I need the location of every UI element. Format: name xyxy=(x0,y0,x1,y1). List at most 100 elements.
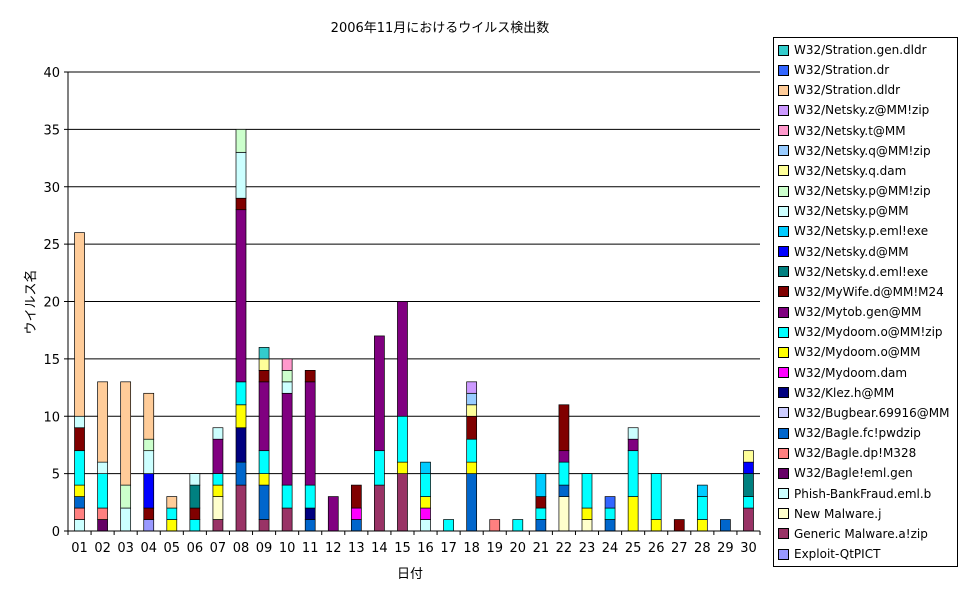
bar-segment xyxy=(420,496,431,509)
legend-item: W32/Netsky.q@MM!zip xyxy=(778,143,931,159)
x-tick-label: 03 xyxy=(117,541,134,556)
legend-swatch xyxy=(778,246,789,258)
bar-segment xyxy=(74,450,85,486)
legend-swatch xyxy=(778,467,789,479)
legend-label: W32/Mytob.gen@MM xyxy=(794,305,922,320)
bar-segment xyxy=(74,232,85,417)
bar-segment xyxy=(743,507,754,532)
bar-segment xyxy=(281,392,293,486)
x-tick-label: 09 xyxy=(256,541,273,556)
bar-segment xyxy=(350,519,362,532)
bar-segment xyxy=(235,209,247,383)
bar-segment xyxy=(281,370,293,383)
bar-segment xyxy=(120,381,132,486)
bar-segment xyxy=(489,519,501,532)
legend-swatch xyxy=(778,145,789,157)
bar-segment xyxy=(258,484,270,520)
bar-stack-05 xyxy=(166,496,178,532)
legend-label: W32/Klez.h@MM xyxy=(794,385,895,400)
y-tick-label: 0 xyxy=(52,525,60,540)
legend-label: W32/Stration.gen.dldr xyxy=(794,43,927,57)
bar-segment xyxy=(696,496,708,520)
legend-item: W32/Mydoom.o@MM!zip xyxy=(778,324,943,340)
legend-swatch xyxy=(778,266,789,278)
bar-segment xyxy=(604,496,616,509)
legend-item: W32/Netsky.d@MM xyxy=(778,244,909,260)
bar-stack-13 xyxy=(350,484,362,532)
bar-segment xyxy=(212,427,224,440)
bar-segment xyxy=(258,358,270,371)
bar-segment xyxy=(374,484,385,532)
y-tick-label: 15 xyxy=(43,353,60,368)
x-tick-label: 05 xyxy=(164,541,181,556)
x-tick-label: 24 xyxy=(602,541,619,556)
y-axis-label: ウイルス名 xyxy=(23,269,39,334)
bar-segment xyxy=(97,381,108,463)
legend-item: W32/Stration.dldr xyxy=(778,82,900,98)
bar-stack-04 xyxy=(143,392,155,532)
bar-segment xyxy=(143,507,155,520)
legend-label: W32/Netsky.p@MM!zip xyxy=(794,184,931,199)
bar-stack-12 xyxy=(327,496,339,532)
bar-stack-29 xyxy=(720,519,731,532)
bar-stack-22 xyxy=(558,404,570,532)
bar-segment xyxy=(743,496,754,509)
bar-segment xyxy=(120,484,132,509)
legend-label: W32/Mydoom.o@MM xyxy=(794,345,921,360)
bar-segment xyxy=(743,461,754,474)
x-tick-label: 07 xyxy=(210,541,227,556)
bar-segment xyxy=(97,461,108,474)
bar-stack-17 xyxy=(443,519,454,532)
x-tick-label: 06 xyxy=(187,541,204,556)
bar-segment xyxy=(166,519,178,532)
legend-label: Exploit-QtPICT xyxy=(794,547,881,561)
bar-segment xyxy=(535,473,547,497)
bar-segment xyxy=(235,461,247,486)
bar-segment xyxy=(281,358,293,371)
legend-item: W32/Mydoom.dam xyxy=(778,365,907,381)
bar-segment xyxy=(558,461,570,486)
axes xyxy=(64,71,761,535)
legend-item: W32/Netsky.q.dam xyxy=(778,163,906,179)
bar-segment xyxy=(512,519,524,532)
bar-stack-06 xyxy=(189,473,201,532)
bar-segment xyxy=(74,415,85,429)
legend-label: W32/Bagle.dp!M328 xyxy=(794,446,917,461)
x-tick-label: 19 xyxy=(486,541,503,556)
bar-segment xyxy=(304,519,316,532)
legend-item: W32/Stration.gen.dldr xyxy=(778,42,927,58)
y-tick-labels: 0 5 10 15 20 25 30 35 40 xyxy=(43,66,60,540)
bar-stack-16 xyxy=(420,461,431,532)
bar-segment xyxy=(350,507,362,520)
legend-label: New Malware.j xyxy=(794,506,882,521)
x-tick-label: 02 xyxy=(94,541,111,556)
legend-item: W32/Bagle.fc!pwdzip xyxy=(778,425,921,441)
bar-segment xyxy=(97,473,108,509)
bar-segment xyxy=(235,484,247,532)
bar-stack-30 xyxy=(743,450,754,532)
bar-segment xyxy=(235,381,247,406)
bar-segment xyxy=(189,519,201,532)
bar-segment xyxy=(143,519,155,532)
legend-swatch xyxy=(778,488,789,500)
legend-swatch xyxy=(778,84,789,96)
x-tick-label: 16 xyxy=(417,541,434,556)
bar-segment xyxy=(558,450,570,463)
bar-segment xyxy=(258,473,270,486)
bar-segment xyxy=(743,450,754,463)
x-tick-labels: 01 02 03 04 05 06 07 08 09 10 11 12 13 14 15 16 17 18 19 20… xyxy=(71,541,756,556)
x-tick-label: 12 xyxy=(325,541,342,556)
x-tick-label: 04 xyxy=(140,541,157,556)
legend-swatch xyxy=(778,447,789,459)
bar-stack-15 xyxy=(397,301,408,532)
bar-segment xyxy=(696,519,708,532)
legend-label: Phish-BankFraud.eml.b xyxy=(794,486,932,501)
legend-swatch xyxy=(778,165,789,177)
bar-segment xyxy=(143,473,155,509)
bar-segment xyxy=(350,484,362,509)
y-tick-label: 20 xyxy=(43,296,60,311)
bar-segment xyxy=(466,473,478,532)
bar-stack-18 xyxy=(466,381,478,532)
bar-segment xyxy=(466,381,478,394)
